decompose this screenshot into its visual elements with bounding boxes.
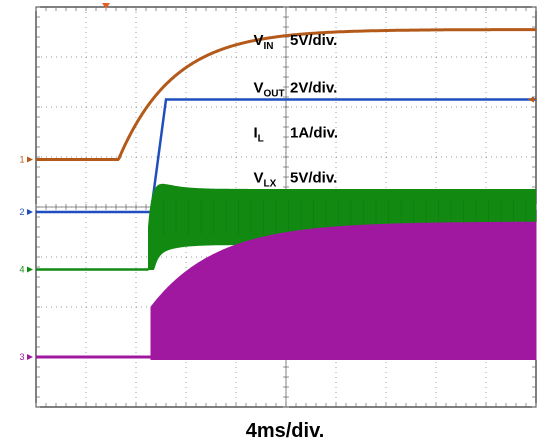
label-lx-scale: 5V/div. [290, 170, 337, 187]
channel-labels: VIN 5V/div. VOUT 2V/div. IL 1A/div. VLX 5V/div. [254, 32, 339, 190]
trace-vin [36, 28, 536, 161]
label-lx-name: VLX [254, 170, 277, 190]
x-axis-label: 4ms/div. [246, 420, 325, 442]
label-l-name: IL [254, 125, 264, 145]
channel-marker-4: 4 [19, 265, 24, 275]
channel-marker-arrow [27, 209, 33, 215]
channel-marker-1: 1 [19, 155, 24, 165]
trace-vlx-envelope [150, 221, 537, 360]
trigger-marker [102, 3, 110, 9]
channel-marker-arrow [27, 156, 33, 163]
label-out-scale: 2V/div. [290, 80, 337, 97]
trace-vout [36, 98, 536, 214]
label-in-name: VIN [254, 32, 274, 52]
label-out-name: VOUT [254, 80, 285, 100]
channel-markers: 1 2 4 3 [19, 3, 537, 362]
channel-marker-arrow [27, 354, 33, 360]
trace-group-vin [36, 28, 536, 161]
channel-marker-3: 3 [19, 352, 24, 362]
trace-group-vout [36, 98, 536, 214]
channel-marker-2: 2 [19, 207, 24, 217]
label-l-scale: 1A/div. [290, 125, 338, 142]
trace-group-vlx [36, 221, 537, 360]
label-in-scale: 5V/div. [290, 32, 337, 49]
channel-marker-arrow [27, 266, 33, 273]
